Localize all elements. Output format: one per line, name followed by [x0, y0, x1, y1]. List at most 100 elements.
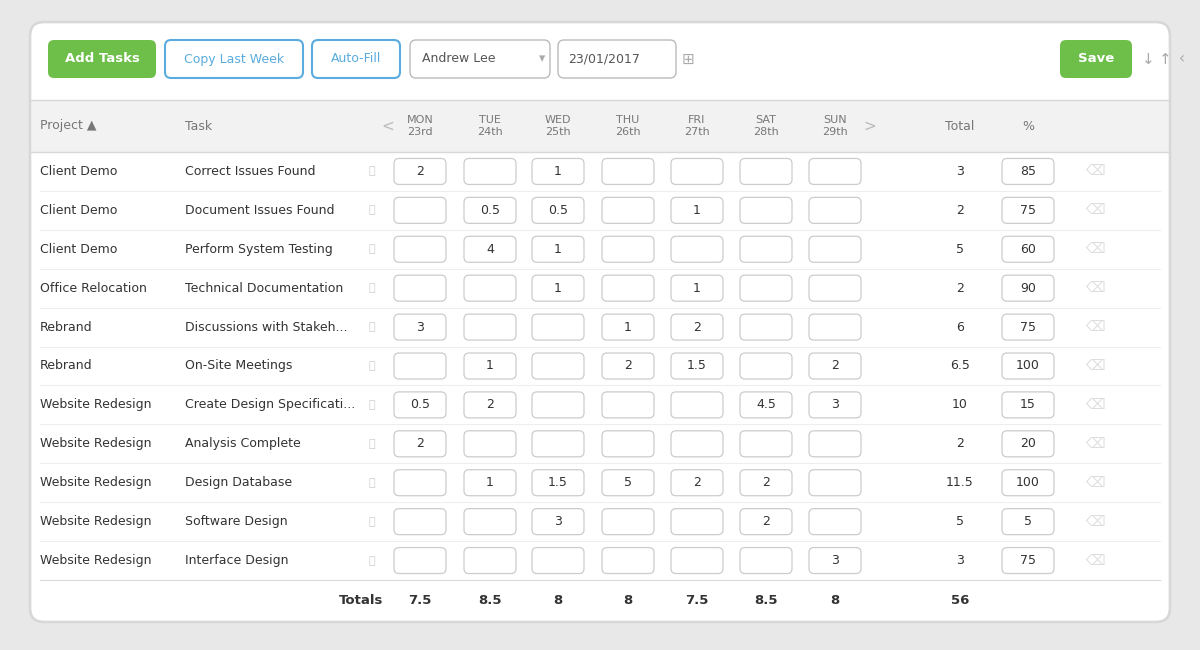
- Text: 2: 2: [624, 359, 632, 372]
- FancyBboxPatch shape: [532, 198, 584, 224]
- Text: ⌫: ⌫: [1085, 554, 1105, 567]
- FancyBboxPatch shape: [740, 431, 792, 457]
- FancyBboxPatch shape: [394, 392, 446, 418]
- Text: 8.5: 8.5: [755, 595, 778, 608]
- FancyBboxPatch shape: [532, 275, 584, 301]
- FancyBboxPatch shape: [740, 353, 792, 379]
- FancyBboxPatch shape: [532, 470, 584, 496]
- Text: 2: 2: [416, 165, 424, 178]
- FancyBboxPatch shape: [809, 236, 862, 262]
- FancyBboxPatch shape: [464, 470, 516, 496]
- Text: Andrew Lee: Andrew Lee: [422, 53, 496, 66]
- FancyBboxPatch shape: [464, 198, 516, 224]
- FancyBboxPatch shape: [532, 236, 584, 262]
- Text: Software Design: Software Design: [185, 515, 288, 528]
- Text: Save: Save: [1078, 53, 1114, 66]
- Text: 15: 15: [1020, 398, 1036, 411]
- FancyBboxPatch shape: [740, 236, 792, 262]
- Text: ⓘ: ⓘ: [368, 439, 376, 448]
- Text: ⌫: ⌫: [1085, 359, 1105, 373]
- FancyBboxPatch shape: [394, 547, 446, 573]
- Text: 100: 100: [1016, 359, 1040, 372]
- FancyBboxPatch shape: [532, 547, 584, 573]
- FancyBboxPatch shape: [671, 198, 722, 224]
- FancyBboxPatch shape: [1060, 40, 1132, 78]
- FancyBboxPatch shape: [602, 314, 654, 340]
- Text: 4: 4: [486, 242, 494, 255]
- Text: WED
25th: WED 25th: [545, 115, 571, 136]
- Text: ↑: ↑: [1159, 51, 1171, 66]
- FancyBboxPatch shape: [532, 159, 584, 185]
- Text: 8: 8: [553, 595, 563, 608]
- Text: 6.5: 6.5: [950, 359, 970, 372]
- Text: 5: 5: [956, 242, 964, 255]
- Text: Website Redesign: Website Redesign: [40, 476, 151, 489]
- FancyBboxPatch shape: [1002, 198, 1054, 224]
- Text: 1: 1: [486, 476, 494, 489]
- Text: ⓘ: ⓘ: [368, 478, 376, 488]
- FancyBboxPatch shape: [1002, 275, 1054, 301]
- FancyBboxPatch shape: [48, 40, 156, 78]
- Text: On-Site Meetings: On-Site Meetings: [185, 359, 293, 372]
- FancyBboxPatch shape: [671, 509, 722, 535]
- FancyBboxPatch shape: [30, 22, 1170, 622]
- Bar: [30, 100, 1170, 152]
- FancyBboxPatch shape: [740, 314, 792, 340]
- FancyBboxPatch shape: [532, 353, 584, 379]
- Text: 8: 8: [830, 595, 840, 608]
- Text: Client Demo: Client Demo: [40, 204, 118, 217]
- FancyBboxPatch shape: [464, 431, 516, 457]
- Text: 2: 2: [694, 476, 701, 489]
- Text: ⌫: ⌫: [1085, 515, 1105, 528]
- FancyBboxPatch shape: [394, 509, 446, 535]
- FancyBboxPatch shape: [464, 159, 516, 185]
- FancyBboxPatch shape: [809, 353, 862, 379]
- FancyBboxPatch shape: [740, 159, 792, 185]
- FancyBboxPatch shape: [410, 40, 550, 78]
- Text: <: <: [382, 118, 395, 133]
- FancyBboxPatch shape: [394, 236, 446, 262]
- Text: 1: 1: [554, 281, 562, 294]
- Text: 4.5: 4.5: [756, 398, 776, 411]
- Text: Website Redesign: Website Redesign: [40, 398, 151, 411]
- FancyBboxPatch shape: [464, 392, 516, 418]
- FancyBboxPatch shape: [671, 236, 722, 262]
- FancyBboxPatch shape: [671, 314, 722, 340]
- FancyBboxPatch shape: [1002, 509, 1054, 535]
- Text: ‹: ‹: [1178, 51, 1186, 66]
- FancyBboxPatch shape: [532, 314, 584, 340]
- Text: ⓘ: ⓘ: [368, 244, 376, 254]
- FancyBboxPatch shape: [312, 40, 400, 78]
- FancyBboxPatch shape: [532, 392, 584, 418]
- FancyBboxPatch shape: [671, 275, 722, 301]
- Text: ⌫: ⌫: [1085, 203, 1105, 217]
- FancyBboxPatch shape: [809, 431, 862, 457]
- Text: 23/01/2017: 23/01/2017: [568, 53, 640, 66]
- Text: Task: Task: [185, 120, 212, 133]
- Text: FRI
27th: FRI 27th: [684, 115, 710, 136]
- Text: 8: 8: [623, 595, 632, 608]
- Text: ⌫: ⌫: [1085, 476, 1105, 489]
- FancyBboxPatch shape: [532, 431, 584, 457]
- Text: 1: 1: [694, 204, 701, 217]
- Text: Website Redesign: Website Redesign: [40, 437, 151, 450]
- Text: ⓘ: ⓘ: [368, 205, 376, 215]
- Text: SUN
29th: SUN 29th: [822, 115, 848, 136]
- Text: 56: 56: [950, 595, 970, 608]
- Text: 1: 1: [486, 359, 494, 372]
- FancyBboxPatch shape: [671, 547, 722, 573]
- Text: 3: 3: [832, 398, 839, 411]
- FancyBboxPatch shape: [809, 314, 862, 340]
- Text: 3: 3: [554, 515, 562, 528]
- Text: Technical Documentation: Technical Documentation: [185, 281, 343, 294]
- FancyBboxPatch shape: [1002, 159, 1054, 185]
- FancyBboxPatch shape: [740, 275, 792, 301]
- Text: 2: 2: [956, 437, 964, 450]
- Text: 11.5: 11.5: [946, 476, 974, 489]
- Text: 90: 90: [1020, 281, 1036, 294]
- Text: ⓘ: ⓘ: [368, 517, 376, 526]
- FancyBboxPatch shape: [394, 470, 446, 496]
- Text: 5: 5: [1024, 515, 1032, 528]
- Text: MON
23rd: MON 23rd: [407, 115, 433, 136]
- FancyBboxPatch shape: [671, 431, 722, 457]
